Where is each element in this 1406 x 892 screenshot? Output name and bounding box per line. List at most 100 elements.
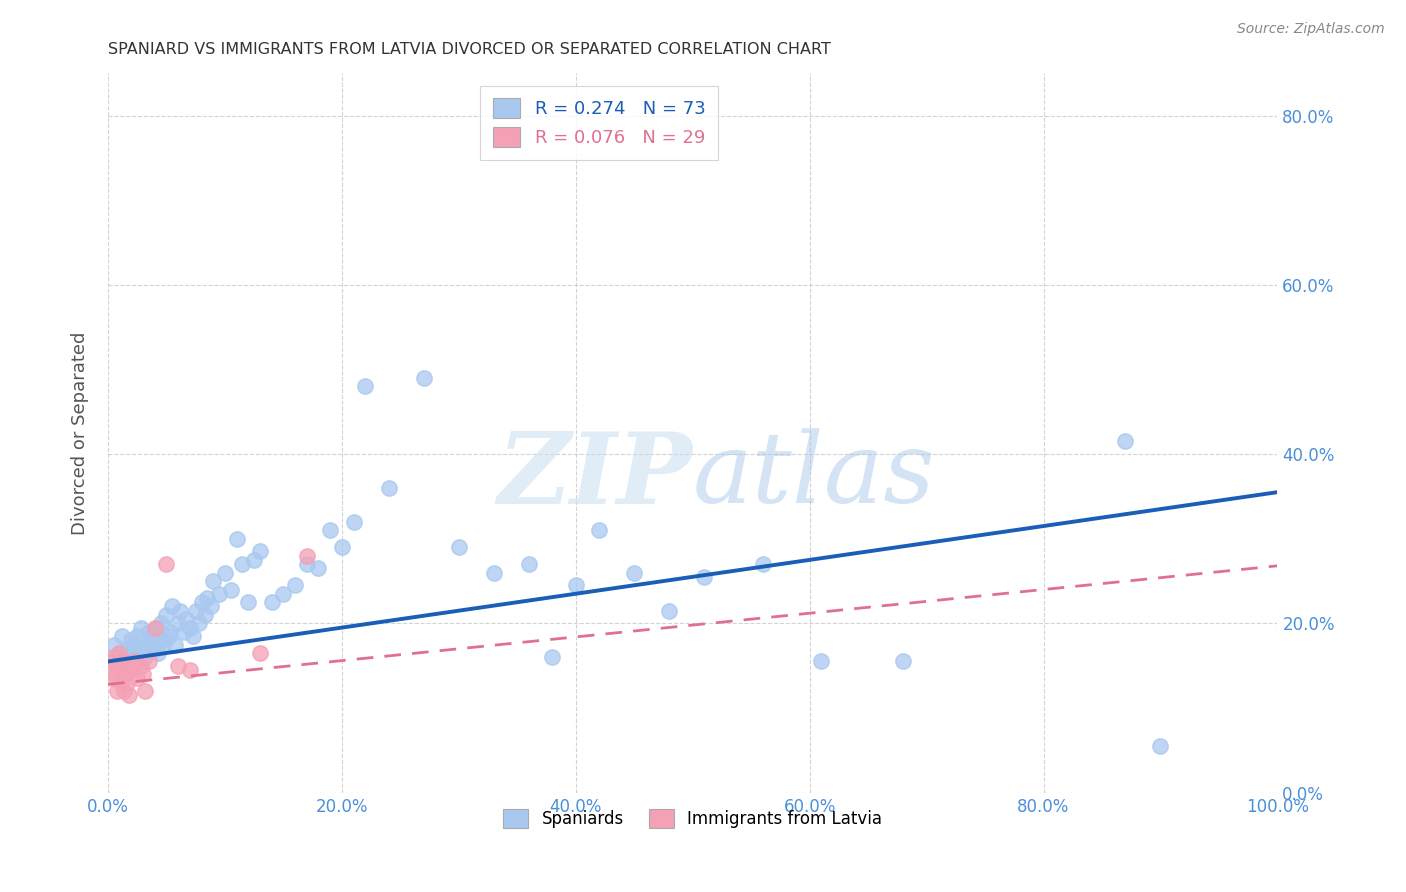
Point <box>564 578 586 592</box>
Point <box>190 595 212 609</box>
Point <box>100 655 122 669</box>
Point <box>342 515 364 529</box>
Point <box>122 638 145 652</box>
Point <box>183 629 205 643</box>
Point <box>105 658 128 673</box>
Point <box>354 379 377 393</box>
Point <box>132 667 155 681</box>
Point <box>143 621 166 635</box>
Point <box>118 641 141 656</box>
Point <box>141 629 163 643</box>
Point <box>184 604 207 618</box>
Point <box>134 650 156 665</box>
Point <box>202 574 225 588</box>
Text: SPANIARD VS IMMIGRANTS FROM LATVIA DIVORCED OR SEPARATED CORRELATION CHART: SPANIARD VS IMMIGRANTS FROM LATVIA DIVOR… <box>108 42 831 57</box>
Point <box>188 616 211 631</box>
Point <box>143 641 166 656</box>
Point <box>162 599 184 614</box>
Point <box>155 607 177 622</box>
Point <box>103 650 125 665</box>
Point <box>101 672 124 686</box>
Point <box>148 646 170 660</box>
Point <box>114 663 136 677</box>
Point <box>107 646 129 660</box>
Point <box>308 561 330 575</box>
Point <box>295 557 318 571</box>
Point <box>108 663 131 677</box>
Point <box>149 616 172 631</box>
Point <box>176 612 198 626</box>
Point <box>284 578 307 592</box>
Point <box>125 646 148 660</box>
Point <box>146 621 169 635</box>
Point <box>208 587 231 601</box>
Point <box>179 621 201 635</box>
Point <box>111 629 134 643</box>
Point <box>112 667 135 681</box>
Point <box>138 655 160 669</box>
Point <box>169 604 191 618</box>
Y-axis label: Divorced or Separated: Divorced or Separated <box>72 331 89 534</box>
Point <box>1149 739 1171 753</box>
Point <box>273 587 295 601</box>
Point <box>377 481 399 495</box>
Point <box>330 540 353 554</box>
Point <box>693 570 716 584</box>
Point <box>891 655 914 669</box>
Point <box>127 672 149 686</box>
Legend: Spaniards, Immigrants from Latvia: Spaniards, Immigrants from Latvia <box>496 803 889 835</box>
Point <box>129 621 152 635</box>
Text: Source: ZipAtlas.com: Source: ZipAtlas.com <box>1237 22 1385 37</box>
Point <box>118 689 141 703</box>
Point <box>127 629 149 643</box>
Point <box>623 566 645 580</box>
Point <box>200 599 222 614</box>
Point <box>752 557 775 571</box>
Point <box>482 566 505 580</box>
Point <box>155 557 177 571</box>
Point <box>103 638 125 652</box>
Point <box>810 655 832 669</box>
Point <box>173 624 195 639</box>
Point <box>141 638 163 652</box>
Point <box>129 658 152 673</box>
Point <box>120 663 142 677</box>
Point <box>112 684 135 698</box>
Point <box>260 595 283 609</box>
Point <box>588 523 610 537</box>
Point <box>197 591 219 605</box>
Point <box>319 523 342 537</box>
Point <box>111 655 134 669</box>
Point <box>517 557 540 571</box>
Point <box>120 633 142 648</box>
Point <box>115 675 138 690</box>
Point <box>163 638 186 652</box>
Point <box>658 604 681 618</box>
Point <box>238 595 260 609</box>
Point <box>152 633 174 648</box>
Point <box>104 667 127 681</box>
Point <box>122 655 145 669</box>
Point <box>117 658 139 673</box>
Point <box>179 663 201 677</box>
Point <box>1114 434 1136 449</box>
Text: atlas: atlas <box>693 428 935 524</box>
Point <box>110 675 132 690</box>
Point <box>159 624 181 639</box>
Point <box>225 532 247 546</box>
Point <box>105 684 128 698</box>
Point <box>194 607 217 622</box>
Point <box>167 616 190 631</box>
Point <box>153 638 176 652</box>
Point <box>541 650 564 665</box>
Point <box>134 684 156 698</box>
Point <box>132 641 155 656</box>
Point <box>231 557 253 571</box>
Point <box>108 646 131 660</box>
Point <box>412 371 434 385</box>
Point <box>447 540 470 554</box>
Point <box>249 646 271 660</box>
Point <box>157 629 180 643</box>
Point <box>243 553 266 567</box>
Point <box>295 549 318 563</box>
